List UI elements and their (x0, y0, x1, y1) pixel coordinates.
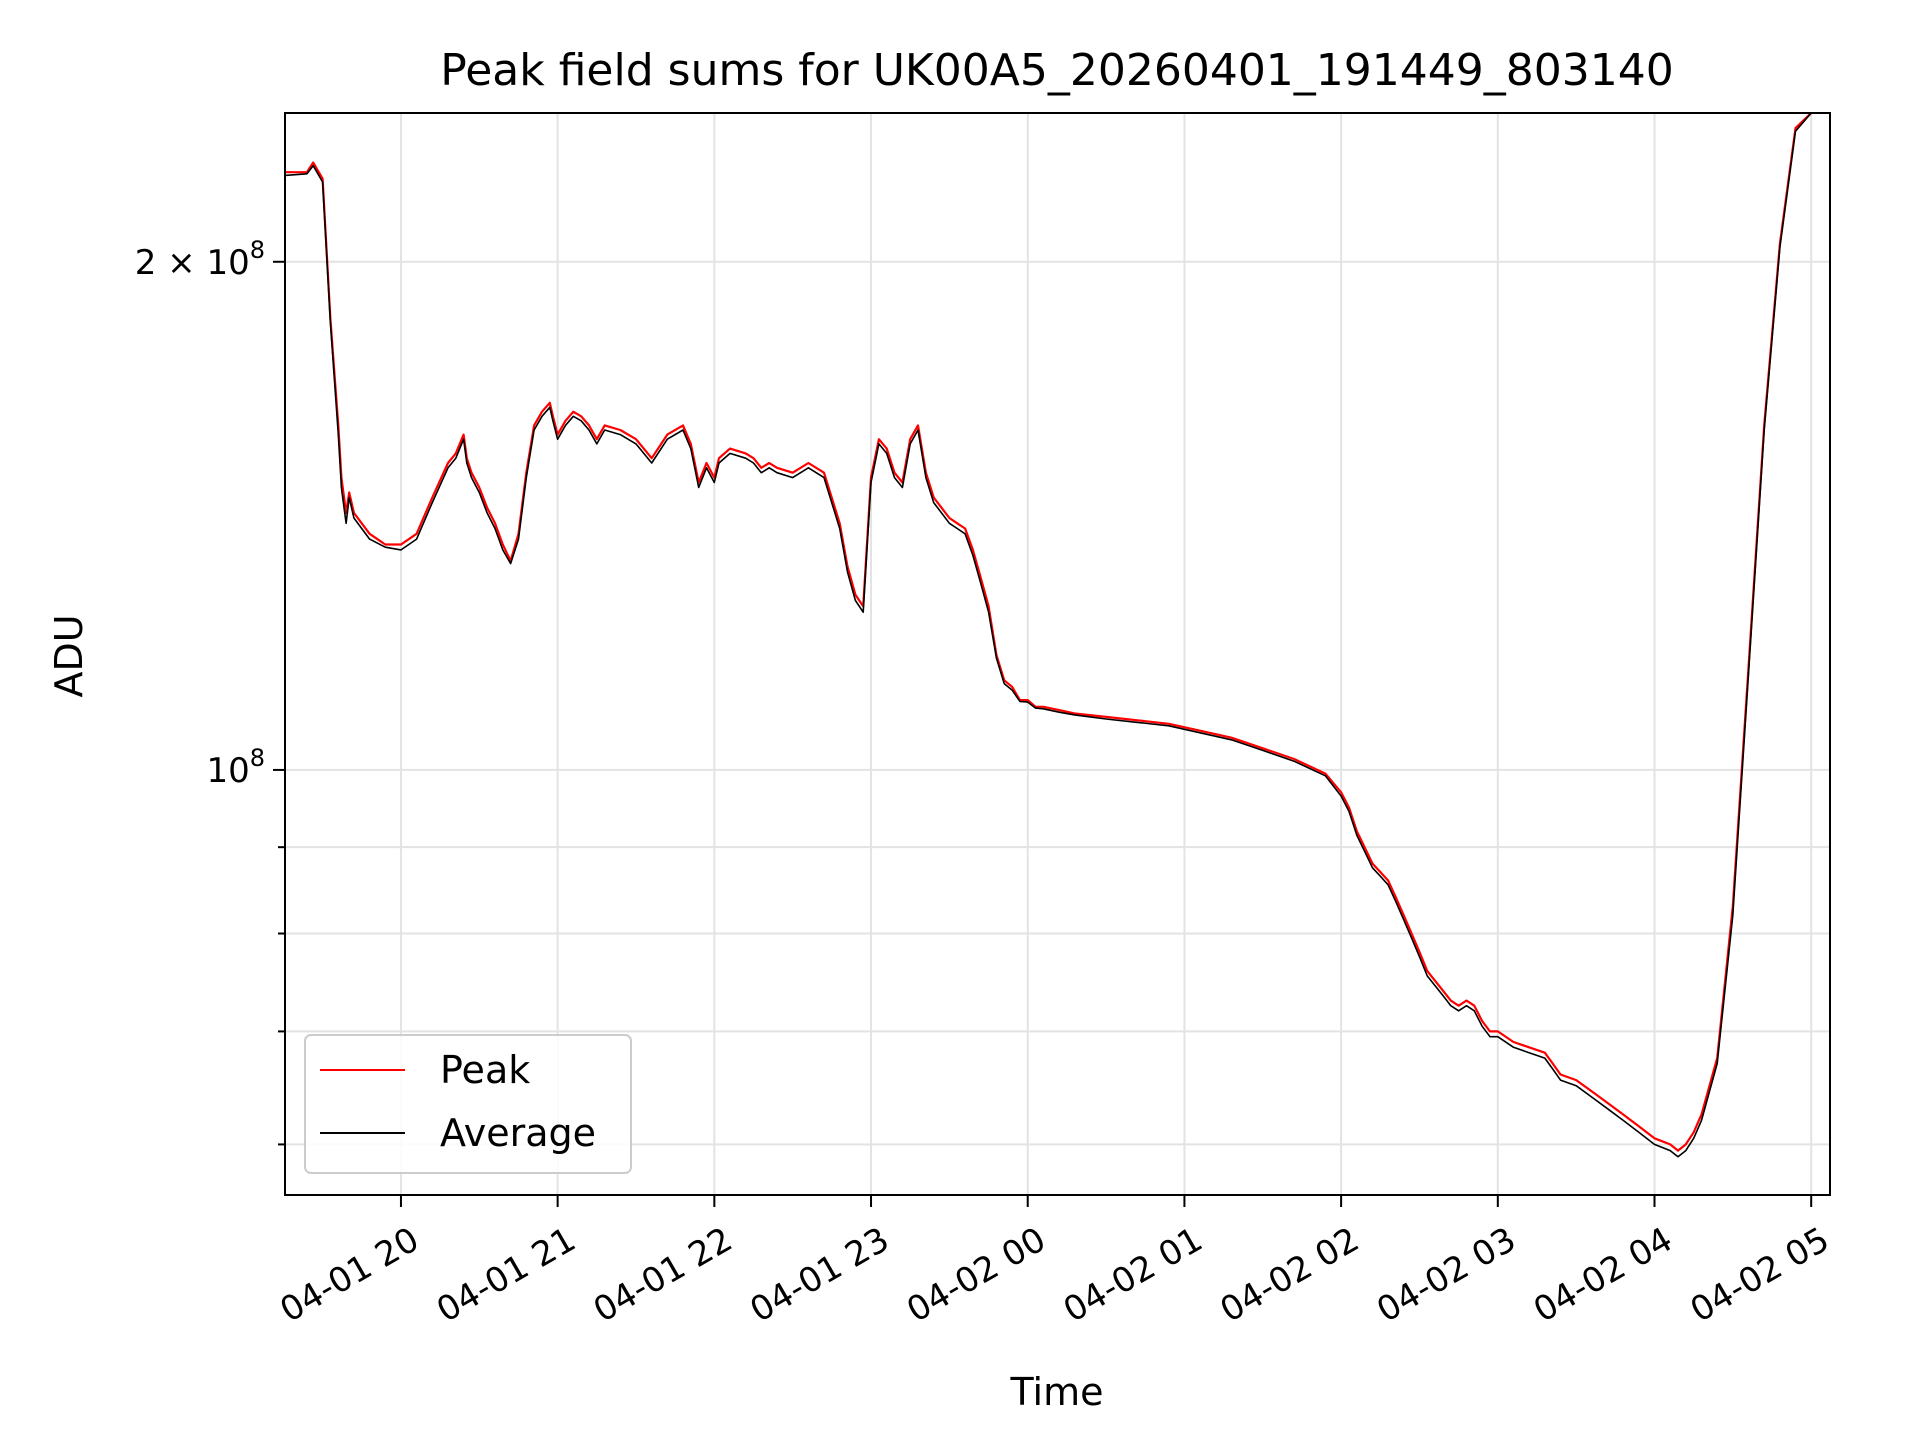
legend-label-average: Average (440, 1111, 596, 1155)
grid (285, 113, 1830, 1195)
plot-frame (284, 112, 1831, 1196)
y-axis-label: ADU (47, 614, 91, 697)
series-line-peak (285, 113, 1812, 1152)
series-line-average (285, 113, 1812, 1158)
y-tick-label: 2 × 108 (135, 236, 265, 283)
y-tick-label: 108 (206, 744, 265, 791)
y-axis: 108 2 × 108 (135, 236, 285, 1146)
legend: Peak Average (304, 1034, 632, 1174)
chart-title: Peak field sums for UK00A5_20260401_1914… (440, 45, 1673, 96)
plot-area (285, 113, 1830, 1195)
x-axis-label: Time (1010, 1370, 1104, 1414)
series-group (285, 113, 1812, 1158)
legend-label-peak: Peak (440, 1048, 530, 1092)
